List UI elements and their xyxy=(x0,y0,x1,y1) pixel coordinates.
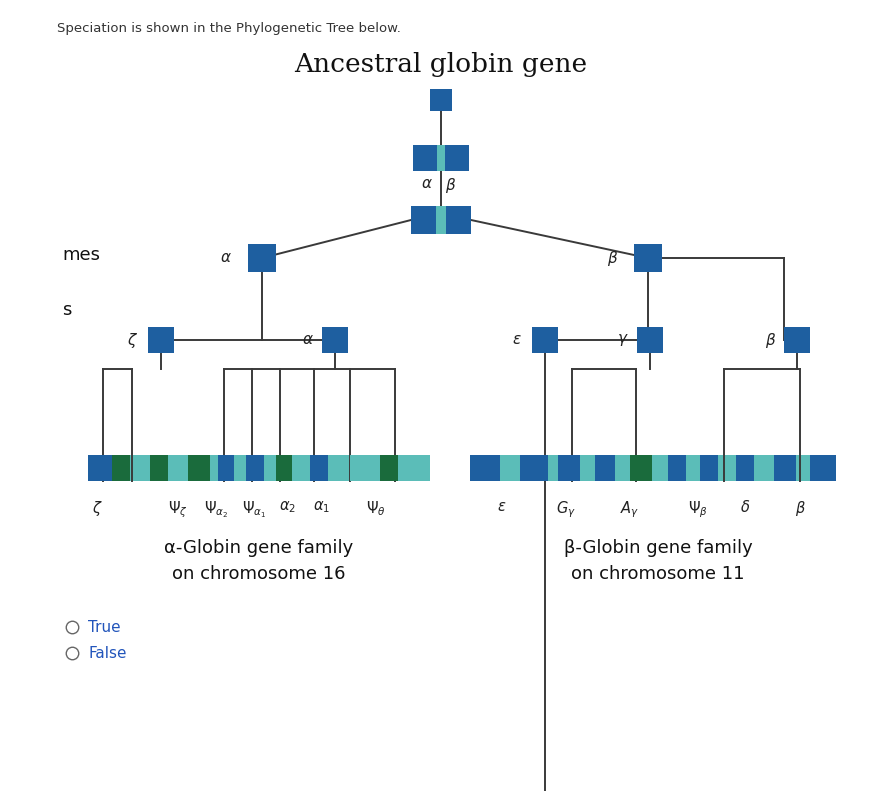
Bar xyxy=(188,455,210,481)
Bar xyxy=(810,455,836,481)
Bar xyxy=(218,455,234,481)
Text: $A_{\gamma}$: $A_{\gamma}$ xyxy=(620,499,639,520)
Text: α-Globin gene family
on chromosome 16: α-Globin gene family on chromosome 16 xyxy=(164,539,354,584)
Text: $\zeta$: $\zeta$ xyxy=(92,499,102,518)
Text: True: True xyxy=(88,619,121,634)
Bar xyxy=(445,206,471,234)
Bar xyxy=(350,455,368,481)
Bar xyxy=(150,455,168,481)
Bar xyxy=(595,455,615,481)
Text: $\Psi_{\theta}$: $\Psi_{\theta}$ xyxy=(366,499,385,517)
Bar xyxy=(248,244,276,272)
Bar xyxy=(112,455,130,481)
Text: $\beta$: $\beta$ xyxy=(765,331,776,350)
Bar xyxy=(532,327,558,353)
Bar xyxy=(637,327,663,353)
Bar xyxy=(630,455,652,481)
Text: $\alpha_1$: $\alpha_1$ xyxy=(313,499,331,515)
Text: False: False xyxy=(88,645,126,660)
Bar xyxy=(430,89,452,111)
Text: s: s xyxy=(62,301,71,319)
Text: $\beta$: $\beta$ xyxy=(795,499,805,518)
Bar xyxy=(634,244,662,272)
Text: $\Psi_{\beta}$: $\Psi_{\beta}$ xyxy=(688,499,708,520)
Bar xyxy=(558,455,580,481)
Bar xyxy=(700,455,718,481)
Text: $\alpha_2$: $\alpha_2$ xyxy=(280,499,296,515)
Bar xyxy=(413,145,437,171)
Bar xyxy=(310,455,328,481)
Bar xyxy=(380,455,398,481)
Bar xyxy=(88,455,430,481)
Bar xyxy=(774,455,796,481)
Bar xyxy=(408,455,430,481)
Bar xyxy=(520,455,548,481)
Bar xyxy=(148,327,174,353)
Bar xyxy=(470,455,500,481)
Bar xyxy=(322,327,348,353)
Text: mes: mes xyxy=(62,246,100,264)
Bar xyxy=(437,206,445,234)
Text: Speciation is shown in the Phylogenetic Tree below.: Speciation is shown in the Phylogenetic … xyxy=(57,22,401,35)
Text: β-Globin gene family
on chromosome 11: β-Globin gene family on chromosome 11 xyxy=(564,539,752,584)
Bar xyxy=(736,455,754,481)
Text: $\zeta$: $\zeta$ xyxy=(127,331,138,350)
Text: $\Psi_{\zeta}$: $\Psi_{\zeta}$ xyxy=(168,499,188,520)
Text: Ancestral globin gene: Ancestral globin gene xyxy=(295,52,587,77)
Bar xyxy=(445,145,469,171)
Text: $\Psi_{\alpha_1}$: $\Psi_{\alpha_1}$ xyxy=(242,499,266,520)
Text: $\delta$: $\delta$ xyxy=(740,499,750,515)
Text: $\beta$: $\beta$ xyxy=(445,176,457,195)
Bar xyxy=(411,206,437,234)
Text: $\gamma$: $\gamma$ xyxy=(617,332,629,348)
Text: $\alpha$: $\alpha$ xyxy=(220,251,232,266)
Text: $\beta$: $\beta$ xyxy=(607,248,618,267)
Text: $\alpha$: $\alpha$ xyxy=(303,332,314,347)
Text: $\Psi_{\alpha_2}$: $\Psi_{\alpha_2}$ xyxy=(204,499,228,520)
Text: $\varepsilon$: $\varepsilon$ xyxy=(512,332,522,347)
Bar xyxy=(88,455,112,481)
Bar xyxy=(470,455,836,481)
Text: $\varepsilon$: $\varepsilon$ xyxy=(497,499,506,514)
Text: $\alpha$: $\alpha$ xyxy=(421,176,433,191)
Bar xyxy=(246,455,264,481)
Bar xyxy=(437,145,445,171)
Bar xyxy=(276,455,292,481)
Bar xyxy=(784,327,810,353)
Bar xyxy=(668,455,686,481)
Text: $G_{\gamma}$: $G_{\gamma}$ xyxy=(556,499,576,520)
